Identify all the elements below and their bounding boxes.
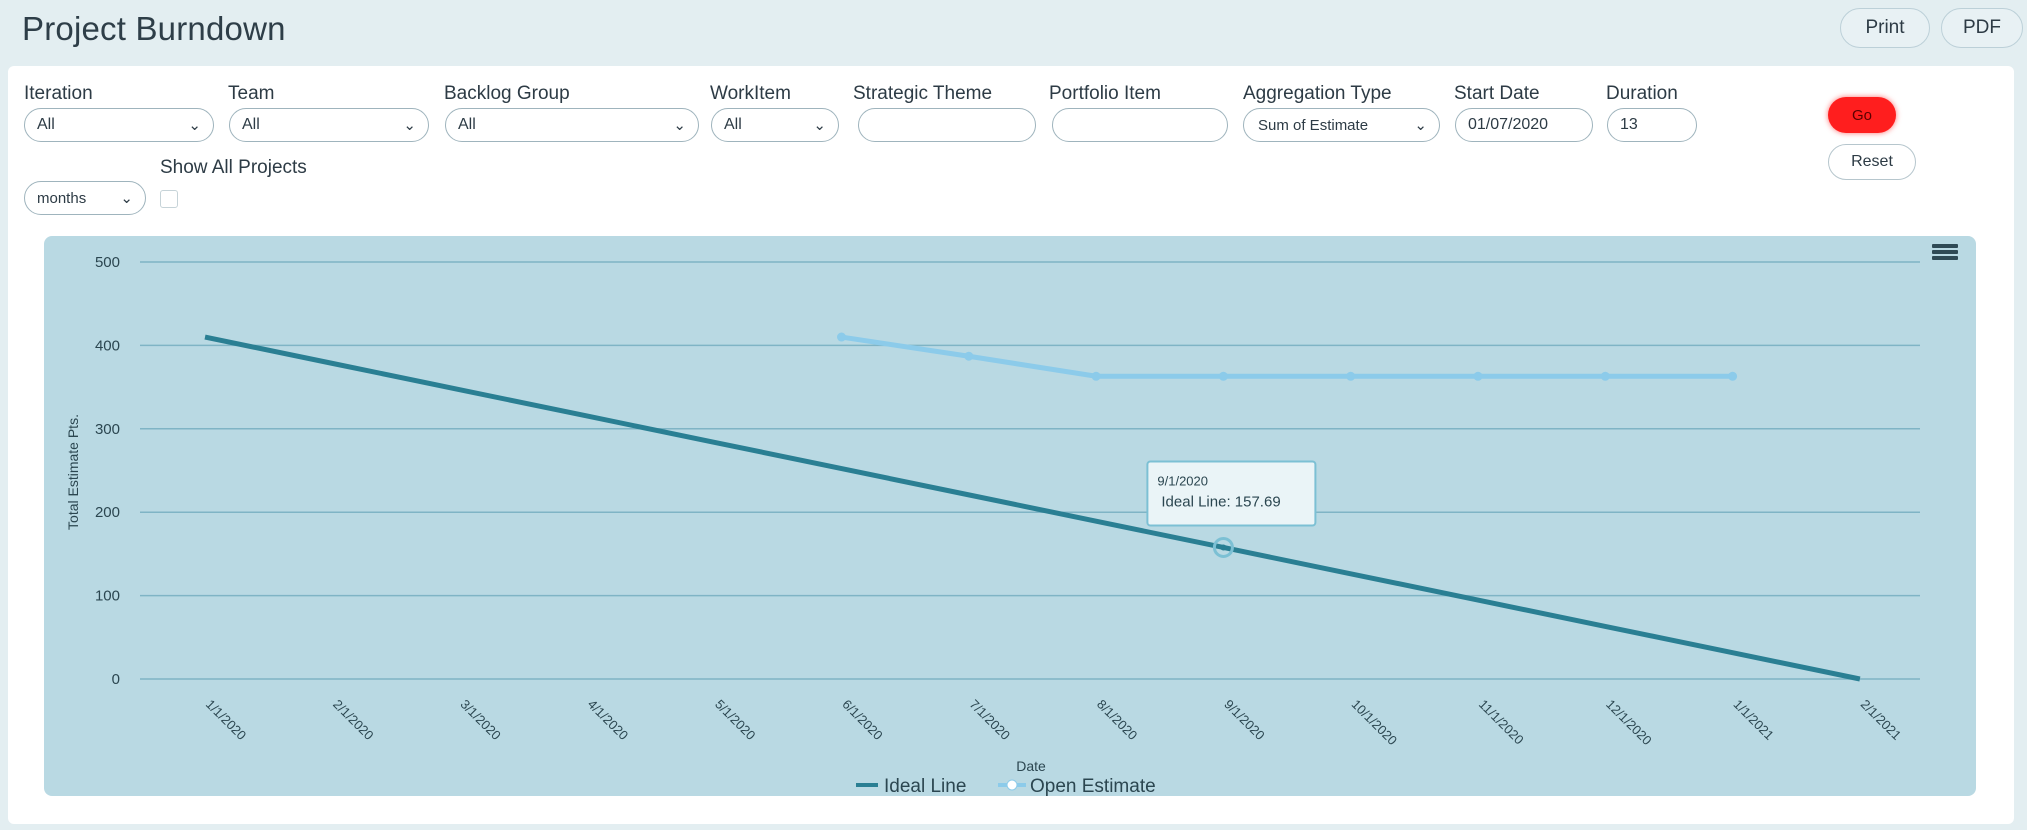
x-tick-label: 6/1/2020 xyxy=(839,697,885,743)
y-tick-label: 300 xyxy=(95,421,120,438)
open-estimate-point[interactable] xyxy=(1728,371,1738,381)
x-tick-label: 10/1/2020 xyxy=(1349,697,1401,749)
x-tick-label: 1/1/2020 xyxy=(203,697,249,743)
legend-ideal-label[interactable]: Ideal Line xyxy=(884,776,966,797)
y-tick-label: 500 xyxy=(95,254,120,271)
go-button[interactable]: Go xyxy=(1828,97,1896,133)
x-tick-label: 8/1/2020 xyxy=(1094,697,1140,743)
show-all-projects-label: Show All Projects xyxy=(160,157,307,178)
x-tick-label: 12/1/2020 xyxy=(1603,697,1655,749)
open-estimate-point[interactable] xyxy=(1218,371,1228,381)
y-tick-label: 0 xyxy=(112,671,120,688)
open-estimate-point[interactable] xyxy=(1091,371,1101,381)
chevron-down-icon: ⌄ xyxy=(673,117,686,134)
x-tick-label: 5/1/2020 xyxy=(712,697,758,743)
open-estimate-series xyxy=(841,334,1733,379)
x-tick-label: 7/1/2020 xyxy=(967,697,1013,743)
portfolio-item-label: Portfolio Item xyxy=(1049,83,1161,104)
x-tick-label: 11/1/2020 xyxy=(1476,697,1527,748)
tooltip-value: Ideal Line: 157.69 xyxy=(1161,493,1280,510)
aggregation-type-label: Aggregation Type xyxy=(1243,83,1392,104)
open-estimate-point[interactable] xyxy=(1600,371,1610,381)
chart-legend: Ideal Line Open Estimate xyxy=(856,776,1156,797)
x-axis-label: Date xyxy=(1016,758,1046,774)
open-estimate-point[interactable] xyxy=(837,332,846,342)
x-tick-label: 2/1/2021 xyxy=(1858,697,1904,743)
team-select[interactable]: All ⌄ xyxy=(229,108,429,142)
hover-point-highlight xyxy=(1212,536,1234,558)
open-estimate-point[interactable] xyxy=(1346,371,1356,381)
team-value: All xyxy=(242,116,260,133)
x-tick-label: 3/1/2020 xyxy=(457,697,503,743)
backlog-group-label: Backlog Group xyxy=(444,83,570,104)
strategic-theme-input[interactable] xyxy=(858,108,1036,142)
pdf-button[interactable]: PDF xyxy=(1941,8,2023,48)
legend-open-marker xyxy=(1006,779,1018,791)
duration-label: Duration xyxy=(1606,83,1678,104)
y-tick-label: 100 xyxy=(95,588,120,605)
chart-tooltip: 9/1/2020 Ideal Line: 157.69 xyxy=(1146,460,1317,527)
workitem-label: WorkItem xyxy=(710,83,791,104)
chevron-down-icon: ⌄ xyxy=(403,117,416,134)
start-date-input[interactable]: 01/07/2020 xyxy=(1455,108,1593,142)
y-tick-label: 200 xyxy=(95,504,120,521)
x-tick-label: 4/1/2020 xyxy=(585,697,631,743)
duration-input[interactable]: 13 xyxy=(1607,108,1697,142)
iteration-label: Iteration xyxy=(24,83,93,104)
backlog-group-select[interactable]: All ⌄ xyxy=(445,108,699,142)
workitem-value: All xyxy=(724,116,742,133)
start-date-label: Start Date xyxy=(1454,83,1540,104)
chevron-down-icon: ⌄ xyxy=(813,117,826,134)
hover-point[interactable] xyxy=(1220,544,1227,551)
aggregation-type-value: Sum of Estimate xyxy=(1258,116,1369,134)
workitem-select[interactable]: All ⌄ xyxy=(711,108,839,142)
chevron-down-icon: ⌄ xyxy=(120,190,133,207)
burndown-chart-area xyxy=(44,236,1976,796)
iteration-value: All xyxy=(37,116,55,133)
print-button[interactable]: Print xyxy=(1840,8,1930,48)
reset-button[interactable]: Reset xyxy=(1828,144,1916,180)
y-axis-label: Total Estimate Pts. xyxy=(65,414,81,530)
backlog-group-value: All xyxy=(458,116,476,133)
chevron-down-icon: ⌄ xyxy=(188,117,201,134)
period-value: months xyxy=(37,189,87,207)
ideal-line-series xyxy=(204,334,1861,682)
iteration-select[interactable]: All ⌄ xyxy=(24,108,214,142)
hamburger-menu-icon[interactable] xyxy=(1932,242,1958,264)
x-tick-label: 2/1/2020 xyxy=(330,697,376,743)
x-tick-label: 1/1/2021 xyxy=(1730,697,1776,743)
period-select[interactable]: months ⌄ xyxy=(24,181,146,215)
legend-open-label[interactable]: Open Estimate xyxy=(1030,776,1156,797)
open-estimate-point[interactable] xyxy=(964,351,974,361)
team-label: Team xyxy=(228,83,275,104)
x-tick-label: 9/1/2020 xyxy=(1221,697,1267,743)
open-estimate-point[interactable] xyxy=(1473,371,1483,381)
page-title: Project Burndown xyxy=(22,10,286,47)
y-tick-label: 400 xyxy=(95,337,120,354)
show-all-projects-checkbox[interactable] xyxy=(160,190,178,208)
portfolio-item-input[interactable] xyxy=(1052,108,1228,142)
strategic-theme-label: Strategic Theme xyxy=(853,83,993,104)
tooltip-date: 9/1/2020 xyxy=(1157,473,1208,488)
aggregation-type-select[interactable]: Sum of Estimate ⌄ xyxy=(1243,108,1440,142)
chevron-down-icon: ⌄ xyxy=(1414,117,1427,134)
